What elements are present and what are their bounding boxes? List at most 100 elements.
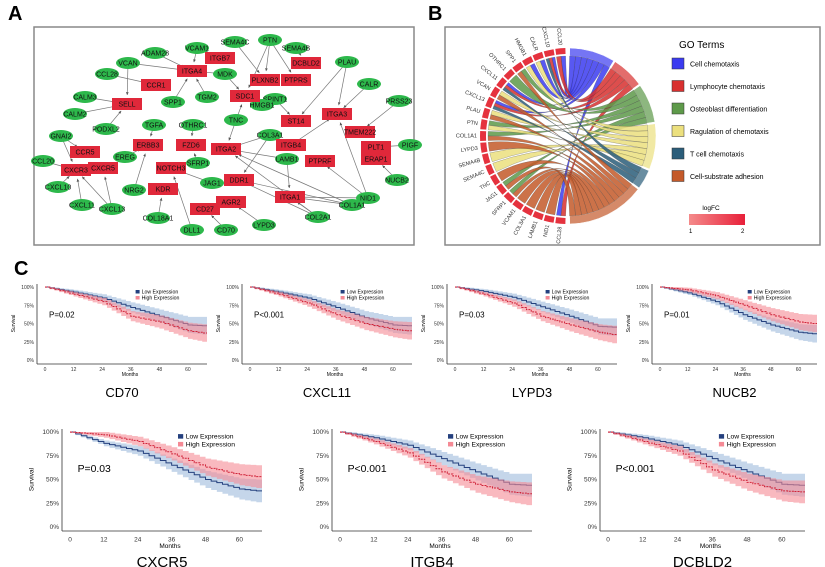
receptor-label: ITGA2 xyxy=(216,147,236,154)
receptor-label: PTPRF xyxy=(309,159,332,166)
receptor-node xyxy=(281,74,311,86)
legend-label: Low Expression xyxy=(754,290,791,296)
x-tick-label: 24 xyxy=(99,367,105,373)
y-tick-label: 100% xyxy=(21,285,34,291)
y-tick-label: 50% xyxy=(434,322,445,328)
y-tick-label: 75% xyxy=(434,303,445,309)
y-axis-label: Survival xyxy=(566,467,573,491)
ligand-label: TNC xyxy=(229,118,243,125)
receptor-node xyxy=(205,52,235,64)
ligand-label: ADAM28 xyxy=(141,51,169,58)
legend-key xyxy=(135,296,140,300)
plot-title: LYPD3 xyxy=(512,385,552,400)
gene-segment xyxy=(543,49,555,58)
legend-label: Low Expression xyxy=(552,290,589,296)
gene-segment xyxy=(532,211,544,221)
receptor-label: CXCR5 xyxy=(91,166,115,173)
ligand-label: COL1A1 xyxy=(339,203,366,210)
ligand-node xyxy=(95,68,119,80)
x-tick-label: 0 xyxy=(338,536,342,543)
ligand-label: SPP1 xyxy=(164,100,182,107)
x-tick-label: 24 xyxy=(509,367,515,373)
km-plot: 0% 25% 50% 75% 100% 0 12 24 36 48 60 Months Survival… xyxy=(216,284,412,400)
legend-title: GO Terms xyxy=(679,40,724,51)
x-tick-label: 0 xyxy=(44,367,47,373)
ligand-label: CXCL13 xyxy=(99,207,126,214)
p-value: P<0.001 xyxy=(348,464,387,475)
gene-segment xyxy=(532,51,544,61)
y-tick-label: 50% xyxy=(24,322,35,328)
high-expression-curve xyxy=(70,431,262,478)
ligand-label: GNAI2 xyxy=(50,134,71,141)
receptor-node xyxy=(112,98,142,110)
y-tick-label: 50% xyxy=(584,477,597,484)
y-axis-label: Survival xyxy=(216,315,222,333)
plot-title: DCBLD2 xyxy=(673,554,732,567)
x-tick-label: 48 xyxy=(362,367,368,373)
x-axis-label: Months xyxy=(159,543,181,550)
legend-label: Lymphocyte chemotaxis xyxy=(690,84,765,91)
high-expression-ci-band xyxy=(608,432,805,504)
x-tick-label: 24 xyxy=(134,536,142,543)
legend-swatch xyxy=(671,57,685,70)
receptor-node xyxy=(176,139,206,151)
ligand-node xyxy=(387,95,411,107)
y-tick-label: 25% xyxy=(229,340,240,346)
network-edge xyxy=(326,166,369,199)
legend-label: High Expression xyxy=(552,296,590,302)
ligand-label: PTN xyxy=(263,38,277,45)
gene-segment xyxy=(512,199,524,211)
y-tick-label: 0% xyxy=(437,358,445,364)
y-tick-label: 50% xyxy=(229,322,240,328)
gene-label: CALR xyxy=(528,36,539,52)
ligand-node xyxy=(186,157,210,169)
y-axis-label: Survival xyxy=(421,315,427,333)
legend-key xyxy=(747,296,752,300)
receptor-node xyxy=(190,203,220,215)
x-tick-label: 36 xyxy=(168,536,176,543)
receptor-node xyxy=(361,153,391,165)
gene-segment xyxy=(481,107,491,119)
network-edge xyxy=(133,153,146,191)
gene-segment xyxy=(522,205,534,216)
x-tick-label: 12 xyxy=(685,367,691,373)
receptor-label: TMEM222 xyxy=(344,130,376,137)
plot-title: CXCR5 xyxy=(137,554,188,567)
x-tick-label: 36 xyxy=(709,536,717,543)
receptor-label: DDR1 xyxy=(229,178,248,185)
y-tick-label: 0% xyxy=(232,358,240,364)
ligand-node xyxy=(46,181,70,193)
gene-segment xyxy=(543,214,555,223)
receptor-label: ITGB7 xyxy=(210,56,230,63)
y-tick-label: 0% xyxy=(27,358,35,364)
ligand-node xyxy=(181,119,205,131)
ligand-label: SPINT1 xyxy=(263,97,288,104)
plot-title: ITGB4 xyxy=(410,554,453,567)
receptor-label: PLT1 xyxy=(368,145,384,152)
ligand-label: TGM2 xyxy=(197,95,217,102)
network-edge xyxy=(301,61,348,115)
y-tick-label: 25% xyxy=(639,340,650,346)
x-tick-label: 60 xyxy=(778,536,786,543)
y-tick-label: 75% xyxy=(316,453,329,460)
legend-key xyxy=(178,441,184,447)
network-edge xyxy=(339,122,369,199)
plot-title: NUCB2 xyxy=(712,385,756,400)
legend-key xyxy=(545,296,550,300)
gene-label: LAMB1 xyxy=(527,220,539,239)
y-tick-label: 100% xyxy=(312,429,329,436)
network-edge xyxy=(337,61,348,106)
ligand-node xyxy=(161,96,185,108)
km-plot: 0% 25% 50% 75% 100% 0 12 24 36 48 60 Months Survival… xyxy=(28,429,262,567)
x-tick-label: 60 xyxy=(595,367,601,373)
gene-segment xyxy=(480,119,488,130)
receptor-label: ITGB4 xyxy=(281,143,301,150)
x-tick-label: 0 xyxy=(68,536,72,543)
gene-label: TNC xyxy=(479,181,492,192)
ligand-node xyxy=(214,224,238,236)
ligand-label: COL2A1 xyxy=(305,215,332,222)
ligand-node xyxy=(180,224,204,236)
x-axis-label: Months xyxy=(734,372,751,378)
gene-segment xyxy=(512,61,524,73)
y-tick-label: 0% xyxy=(588,524,598,531)
